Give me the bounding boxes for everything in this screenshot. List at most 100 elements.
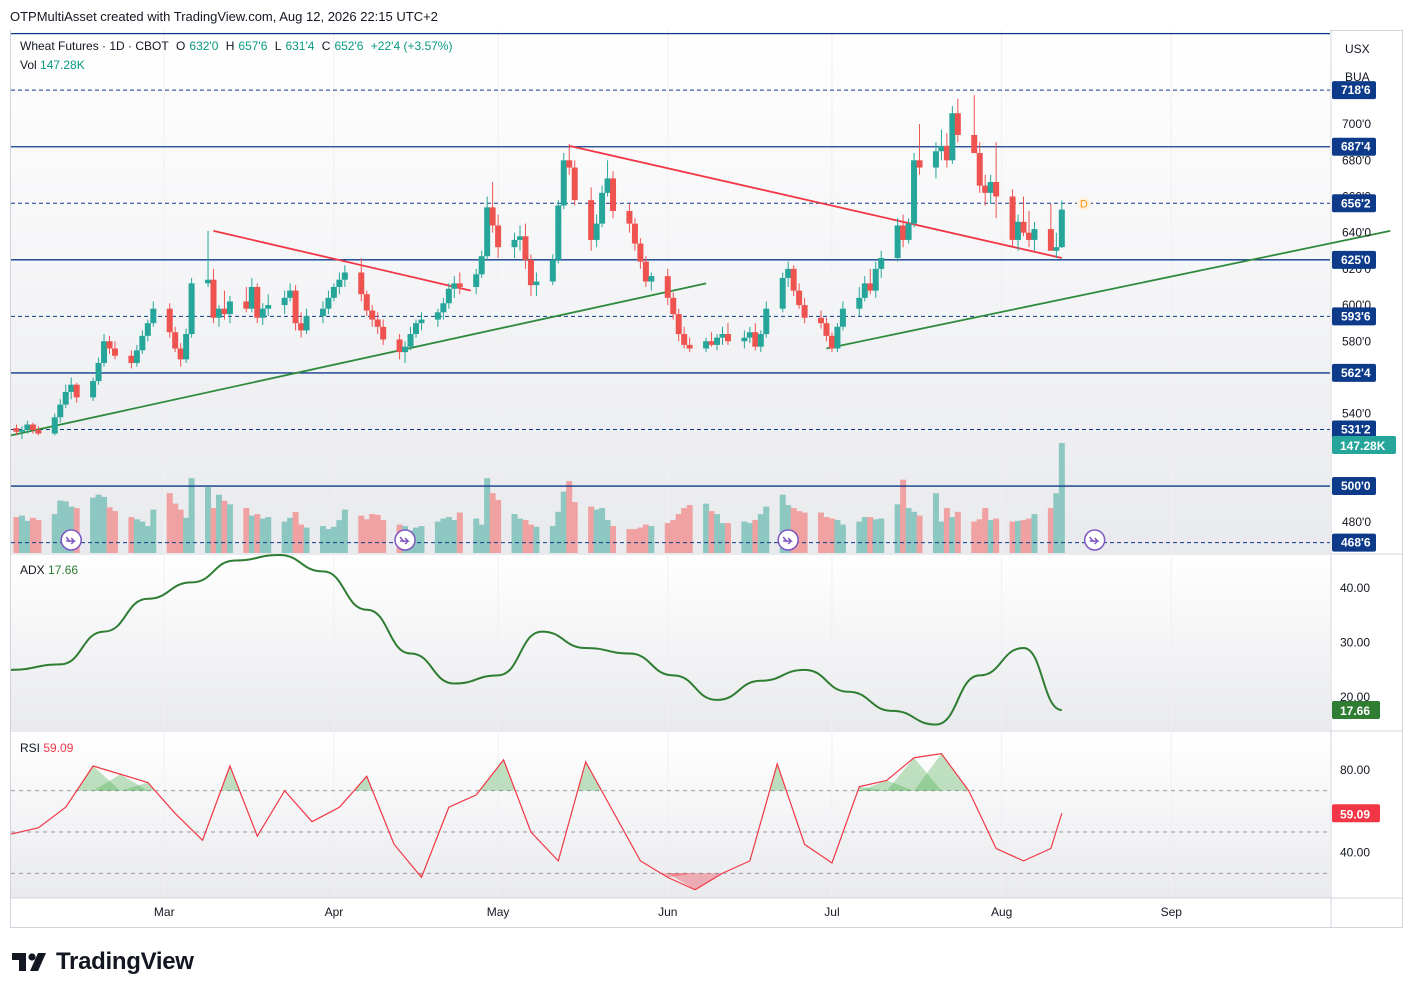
candle-body [62, 391, 69, 405]
candle-body [976, 153, 983, 186]
candle-body [90, 381, 97, 398]
candle-body [779, 277, 786, 309]
volume-bar [172, 503, 179, 553]
volume-bar [484, 478, 491, 553]
price-levels [11, 32, 1330, 544]
currency-usx[interactable]: USX [1345, 42, 1370, 56]
candle-body [949, 113, 956, 161]
volume-bar [560, 491, 567, 553]
volume-bar [900, 479, 907, 553]
candle-body [166, 308, 173, 333]
volume-bar [456, 512, 463, 553]
candle-body [549, 259, 556, 282]
candle-body [637, 243, 644, 262]
rsi-oversold-fill [667, 873, 723, 890]
symbol-name: Wheat Futures · 1D · CBOT [20, 39, 169, 53]
candle-body [566, 160, 573, 168]
volume-bar [413, 527, 420, 553]
rsi-overbought-fill [769, 763, 787, 791]
candle-body [626, 210, 633, 224]
rsi-tick-label: 80.00 [1340, 763, 1370, 777]
high-label: H [225, 39, 235, 53]
price-tick-label: 640'0 [1342, 226, 1371, 240]
candle-body [259, 308, 266, 318]
level-price-label: 593'6 [1341, 309, 1371, 323]
time-tick-label: Jul [824, 905, 839, 919]
candle-body [1053, 247, 1060, 251]
time-tick-label: Sep [1161, 905, 1183, 919]
candle-body [681, 334, 688, 345]
volume-bar [911, 511, 918, 553]
candle-body [303, 315, 310, 331]
volume-bar [555, 511, 562, 553]
volume-bar [1058, 443, 1065, 553]
candle-body [188, 283, 195, 335]
volume-bar [828, 518, 835, 553]
volume-bar [746, 523, 753, 553]
candle-body [714, 337, 721, 345]
candle-body [336, 279, 343, 287]
level-price-label: 718'6 [1341, 83, 1371, 97]
candle-body [51, 417, 58, 434]
volume-bar [894, 504, 901, 553]
candle-body [818, 317, 825, 324]
candle-body [221, 308, 228, 315]
adx-label: ADX [20, 563, 45, 577]
candle-body [281, 297, 288, 306]
volume-bar [779, 494, 786, 553]
volume-bar [626, 529, 633, 553]
level-price-tag [1332, 477, 1376, 496]
candle-body [292, 290, 299, 324]
candle-body [708, 341, 715, 345]
volume-bar [878, 518, 885, 553]
dividend-marker [1076, 196, 1091, 211]
candle-body [57, 404, 64, 418]
candle-body [172, 332, 179, 349]
attribution-text: OTPMultiAsset created with TradingView.c… [10, 9, 438, 24]
adx-tick-label: 30.00 [1340, 636, 1370, 650]
candle-body [413, 323, 420, 335]
volume-bar [111, 511, 118, 553]
candle-body [724, 334, 731, 342]
candle-body [68, 384, 75, 392]
volume-bar [1020, 520, 1027, 553]
candle-body [418, 319, 425, 324]
volume-bar [303, 527, 310, 553]
volume-bar [24, 520, 31, 553]
candle-body [752, 332, 759, 347]
level-price-tag [1332, 420, 1376, 439]
volume-bar [511, 514, 518, 553]
volume-bar [336, 520, 343, 553]
volume-bar [139, 521, 146, 553]
tradingview-icon [12, 953, 46, 971]
candle-body [599, 192, 606, 224]
volume-bar [281, 521, 288, 553]
candle-body [785, 268, 792, 278]
volume-bar [856, 521, 863, 553]
volume-bar [971, 521, 978, 553]
candle-body [139, 335, 146, 351]
time-axis: Mar Apr May Jun Jul Aug Sep [11, 897, 1330, 919]
candle-body [177, 348, 184, 360]
candle-body [495, 225, 502, 248]
volume-bar [215, 494, 222, 553]
volume-bar [954, 511, 961, 553]
candle-body [341, 272, 348, 280]
candle-body [111, 348, 118, 356]
volume-bar [522, 520, 529, 553]
currency-bua[interactable]: BUA [1345, 70, 1370, 84]
volume-bar [1031, 514, 1038, 553]
volume-bar [703, 503, 710, 553]
level-price-tag [1332, 533, 1376, 552]
candle-body [484, 207, 491, 257]
candle-body [1047, 229, 1054, 251]
candle-body [396, 339, 403, 353]
volume-value-label: 147.28K [1340, 439, 1386, 453]
level-price-tag [1332, 250, 1376, 269]
adx-value-label: 17.66 [1340, 704, 1370, 718]
candle-body [932, 151, 939, 168]
candle-body [330, 286, 337, 298]
adx-tick-label: 40.00 [1340, 581, 1370, 595]
candle-body [363, 294, 370, 311]
